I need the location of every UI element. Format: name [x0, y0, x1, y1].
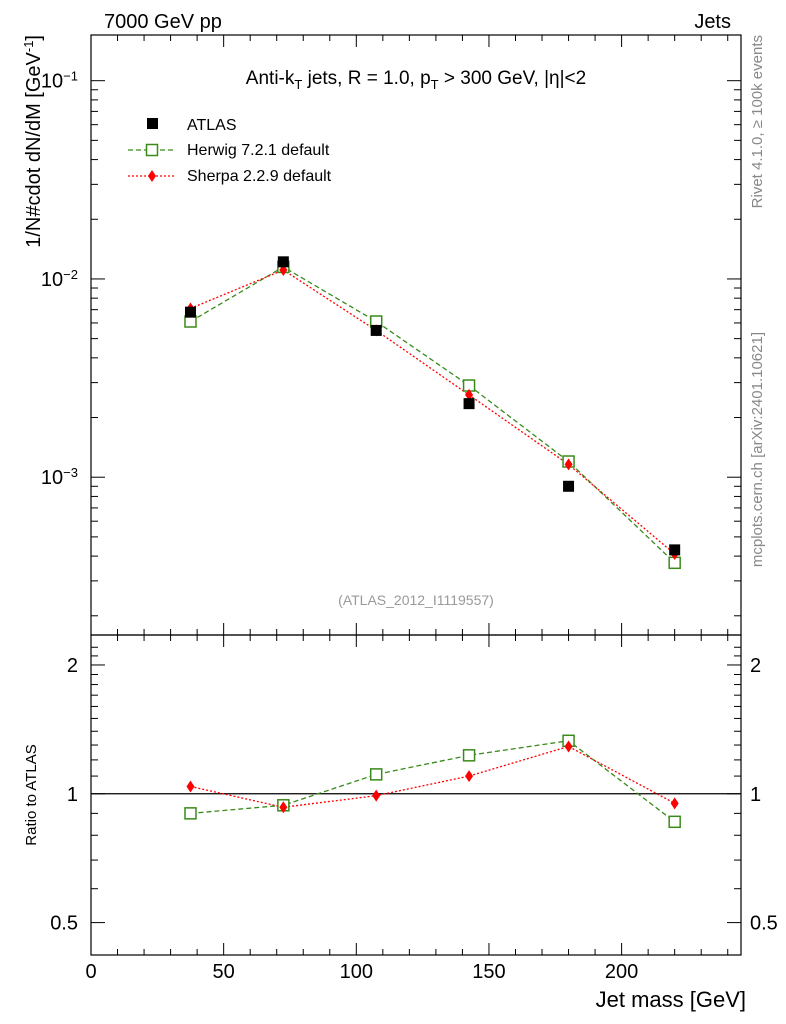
y-tick-label-ratio-right: 0.5 [750, 913, 778, 935]
y-tick-label-main: 10−1 [41, 68, 78, 93]
analysis-id: (ATLAS_2012_I1119557) [338, 592, 494, 608]
legend: ATLAS Herwig 7.2.1 default Sherpa 2.2.9 … [128, 117, 332, 185]
legend-label-atlas: ATLAS [187, 117, 237, 134]
y-tick-label-ratio: 2 [67, 655, 78, 677]
y-tick-label-ratio: 0.5 [50, 913, 78, 935]
x-tick-label: 150 [472, 961, 505, 983]
legend-label-herwig: Herwig 7.2.1 default [187, 142, 330, 159]
x-tick-label: 200 [605, 961, 638, 983]
ratio-point-0 [462, 749, 476, 762]
ratio-line-0 [190, 740, 676, 823]
data-point-series-0 [370, 324, 382, 336]
legend-marker-herwig [145, 143, 159, 157]
y-tick-label-main: 10−2 [41, 266, 78, 291]
rivet-label: Rivet 4.1.0, ≥ 100k events [749, 35, 766, 208]
ratio-point-1 [465, 770, 474, 783]
data-point-series-0 [277, 256, 289, 268]
legend-marker-atlas [147, 118, 158, 129]
series-line-2 [190, 269, 676, 555]
ratio-plot-frame [90, 634, 742, 956]
mcplots-label: mcplots.cern.ch [arXiv:2401.10621] [749, 332, 766, 567]
data-point-series-0 [563, 480, 575, 492]
ratio-point-0 [184, 807, 197, 820]
x-tick-label: 0 [85, 961, 96, 983]
data-point-series-0 [463, 398, 475, 410]
series-line-1 [190, 266, 676, 564]
y-tick-label-main: 10−3 [41, 465, 78, 490]
chart-marks: 0 50 100 150 200 10−1 10−2 10−3 0.5 0.5 1 1 2 2 [41, 35, 778, 983]
data-point-series-2 [564, 458, 573, 471]
legend-label-sherpa: Sherpa 2.2.9 default [187, 168, 332, 185]
ratio-point-0 [369, 768, 383, 781]
y-tick-label-ratio: 1 [67, 784, 78, 806]
y-axis-label-ratio: Ratio to ATLAS [23, 744, 40, 845]
ratio-point-1 [564, 740, 573, 753]
x-axis-label: Jet mass [GeV] [596, 987, 746, 1012]
header-right: Jets [694, 11, 731, 33]
legend-marker-sherpa [148, 170, 156, 182]
ratio-point-0 [668, 815, 681, 829]
chart-title: Anti-kT jets, R = 1.0, pT > 300 GeV, |η|… [246, 68, 586, 92]
data-point-series-0 [669, 544, 681, 556]
ratio-line-1 [190, 745, 675, 808]
ratio-point-1 [279, 801, 288, 814]
x-tick-label: 50 [213, 961, 235, 983]
data-point-series-1 [184, 315, 197, 328]
ratio-point-1 [186, 780, 195, 793]
data-point-series-0 [184, 306, 196, 318]
y-axis-label-main: 1/N#cdot dN/dM [GeV-1] [21, 35, 46, 248]
ratio-point-1 [372, 789, 381, 802]
y-tick-label-ratio-right: 2 [750, 655, 761, 677]
y-tick-label-ratio-right: 1 [750, 784, 761, 806]
header-left: 7000 GeV pp [104, 11, 222, 33]
data-point-series-2 [465, 388, 474, 401]
x-tick-label: 100 [340, 961, 373, 983]
ratio-point-1 [670, 797, 679, 810]
